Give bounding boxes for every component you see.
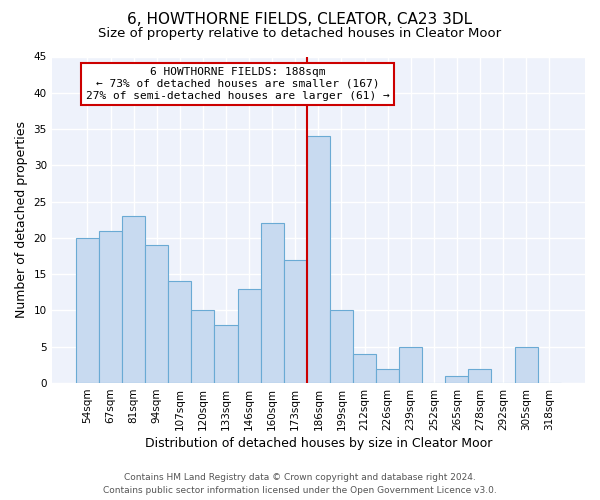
Bar bbox=[214, 325, 238, 383]
X-axis label: Distribution of detached houses by size in Cleator Moor: Distribution of detached houses by size … bbox=[145, 437, 492, 450]
Bar bbox=[399, 347, 422, 383]
Bar bbox=[284, 260, 307, 383]
Bar bbox=[445, 376, 469, 383]
Y-axis label: Number of detached properties: Number of detached properties bbox=[15, 122, 28, 318]
Bar bbox=[376, 368, 399, 383]
Bar bbox=[145, 245, 168, 383]
Text: Contains HM Land Registry data © Crown copyright and database right 2024.
Contai: Contains HM Land Registry data © Crown c… bbox=[103, 474, 497, 495]
Bar bbox=[168, 282, 191, 383]
Bar bbox=[260, 224, 284, 383]
Bar bbox=[122, 216, 145, 383]
Bar bbox=[515, 347, 538, 383]
Bar bbox=[469, 368, 491, 383]
Bar bbox=[76, 238, 99, 383]
Bar bbox=[353, 354, 376, 383]
Text: Size of property relative to detached houses in Cleator Moor: Size of property relative to detached ho… bbox=[98, 28, 502, 40]
Text: 6 HOWTHORNE FIELDS: 188sqm
← 73% of detached houses are smaller (167)
27% of sem: 6 HOWTHORNE FIELDS: 188sqm ← 73% of deta… bbox=[86, 68, 389, 100]
Bar bbox=[191, 310, 214, 383]
Text: 6, HOWTHORNE FIELDS, CLEATOR, CA23 3DL: 6, HOWTHORNE FIELDS, CLEATOR, CA23 3DL bbox=[127, 12, 473, 28]
Bar bbox=[238, 288, 260, 383]
Bar bbox=[99, 230, 122, 383]
Bar bbox=[330, 310, 353, 383]
Bar bbox=[307, 136, 330, 383]
